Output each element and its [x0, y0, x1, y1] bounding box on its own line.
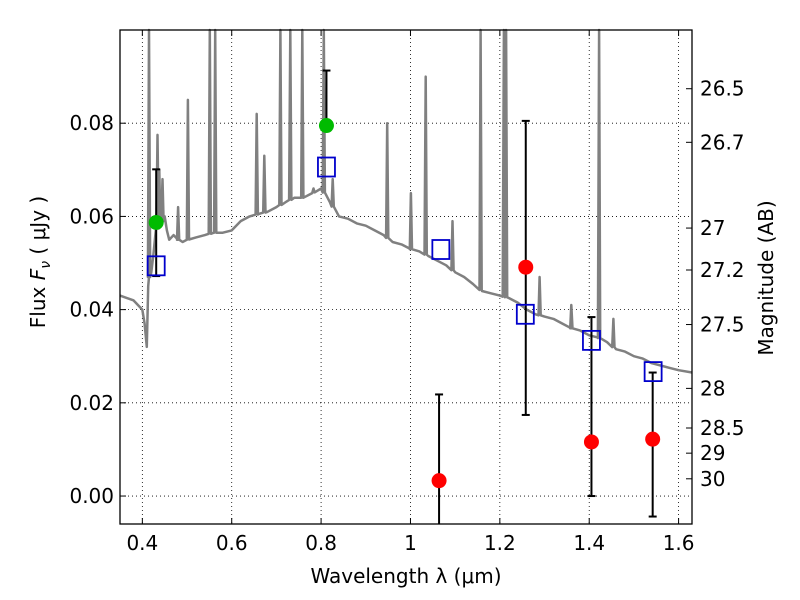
y2-tick-label: 28 [700, 376, 725, 400]
model-band-square [643, 361, 663, 383]
x-tick-label: 0.8 [305, 531, 337, 555]
red-data-point [431, 473, 447, 489]
model-band-square [431, 239, 451, 260]
x-tick-label: 1 [404, 531, 417, 555]
y2-tick-label: 28.5 [700, 416, 745, 440]
x-tick-label: 1.2 [484, 531, 516, 555]
green-data-point [148, 214, 164, 230]
grid-lines [120, 30, 692, 524]
model-band-square [317, 156, 336, 178]
model-spectrum [119, 28, 693, 374]
green-data-point [318, 118, 334, 134]
x-axis-label: Wavelength λ (μm) [310, 564, 501, 588]
x-tick-label: 1.4 [573, 531, 605, 555]
y-tick-label: 0.04 [69, 298, 114, 322]
y-axis-label-suffix: ( μJy ) [26, 196, 50, 261]
y2-tick-label: 27.5 [700, 313, 745, 337]
y2-tick-label: 26.7 [700, 130, 745, 154]
y2-axis-label: Magnitude (AB) [754, 200, 778, 355]
plot-frame [119, 29, 693, 525]
x-axis-ticks: 0.4 0.6 0.8 1 1.2 1.4 1.6 [126, 30, 695, 555]
y-axis-label-prefix: Flux [26, 280, 50, 328]
model-band-square [582, 329, 601, 351]
data-markers [146, 118, 663, 489]
y2-tick-label: 29 [700, 441, 725, 465]
x-tick-label: 0.6 [216, 531, 248, 555]
y-tick-label: 0.06 [69, 204, 114, 228]
y-tick-label: 0.08 [69, 111, 114, 135]
y2-tick-label: 27.2 [700, 258, 745, 282]
model-band-square [146, 255, 166, 277]
y-axis-label: Flux Fν ( μJy ) [26, 196, 54, 328]
model-spectrum-line [119, 28, 693, 374]
y2-tick-label: 27 [700, 216, 725, 240]
y2-tick-label: 26.5 [700, 77, 745, 101]
model-band-square [515, 303, 535, 325]
y-tick-label: 0.00 [69, 484, 114, 508]
x-tick-label: 0.4 [126, 531, 158, 555]
y-tick-label: 0.02 [69, 391, 114, 415]
red-data-point [583, 434, 599, 450]
error-bars [152, 69, 657, 524]
red-data-point [645, 431, 661, 447]
y-axis-ticks: 0.00 0.02 0.04 0.06 0.08 [69, 111, 126, 508]
y-axis-label-subscript: ν [38, 261, 54, 269]
y2-tick-label: 30 [700, 467, 725, 491]
y-axis-label-symbol: F [26, 268, 50, 280]
red-data-point [518, 259, 534, 275]
x-tick-label: 1.6 [663, 531, 695, 555]
